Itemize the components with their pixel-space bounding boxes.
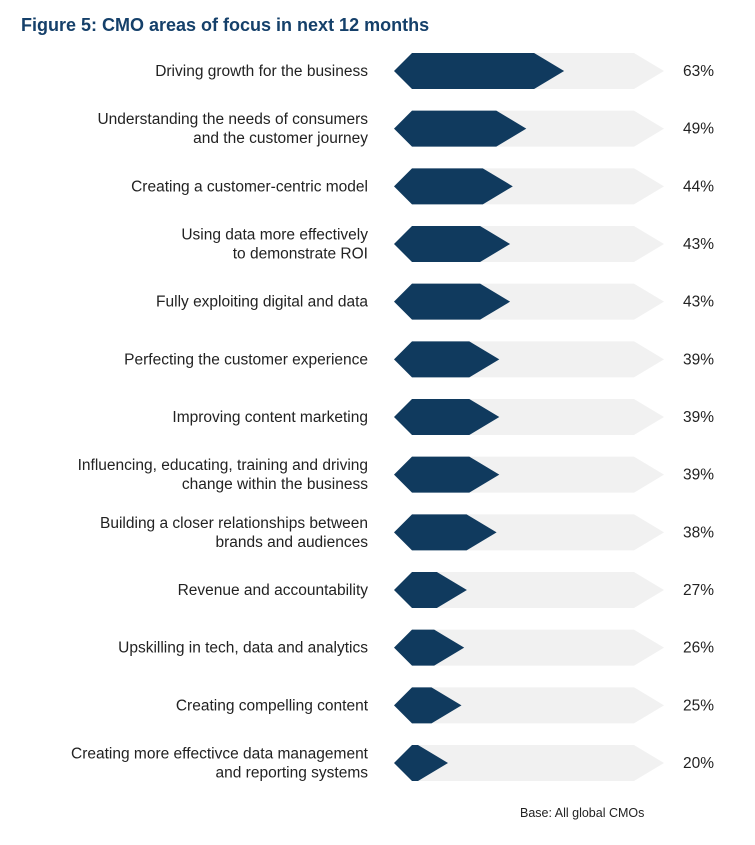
category-label: Improving content marketing (172, 409, 368, 426)
data-label: 25% (683, 697, 714, 714)
data-label: 39% (683, 351, 714, 368)
category-label-line: Driving growth for the business (155, 63, 368, 80)
category-label: Revenue and accountability (178, 582, 369, 599)
category-label: Creating compelling content (176, 697, 369, 714)
bar-track (394, 687, 664, 724)
category-label: Driving growth for the business (155, 63, 368, 80)
bar (394, 110, 527, 147)
bar (394, 745, 448, 781)
bar (394, 53, 565, 89)
data-label: 63% (683, 63, 714, 80)
category-label: Upskilling in tech, data and analytics (118, 640, 368, 657)
category-label-line: Revenue and accountability (178, 582, 369, 599)
data-label: 44% (683, 178, 714, 195)
category-label-line: to demonstrate ROI (233, 246, 368, 263)
category-label-line: Fully exploiting digital and data (156, 294, 368, 311)
category-label-line: and the customer journey (193, 130, 368, 147)
category-label-line: and reporting systems (216, 765, 369, 782)
data-label: 27% (683, 582, 714, 599)
data-label: 43% (683, 236, 714, 253)
data-label: 38% (683, 524, 714, 541)
category-label-line: Upskilling in tech, data and analytics (118, 640, 368, 657)
bar-track (394, 745, 664, 781)
bar (394, 283, 511, 320)
category-label-line: Building a closer relationships between (100, 515, 368, 532)
bar (394, 168, 513, 205)
bar-track (394, 629, 664, 666)
chart-title: Figure 5: CMO areas of focus in next 12 … (21, 15, 430, 35)
category-label: Creating more effectivce data management… (71, 746, 369, 782)
bar (394, 514, 497, 551)
category-label-line: change within the business (182, 476, 368, 493)
category-label: Building a closer relationships between b… (100, 515, 368, 551)
category-label-line: Understanding the needs of consumers (97, 111, 368, 128)
category-label-line: Creating more effectivce data management (71, 746, 369, 763)
category-label: Perfecting the customer experience (124, 351, 368, 368)
category-label-line: brands and audiences (215, 534, 368, 551)
category-label: Fully exploiting digital and data (156, 294, 368, 311)
bar (394, 629, 465, 666)
category-label: Creating a customer-centric model (131, 178, 368, 195)
category-label-line: Influencing, educating, training and dri… (78, 457, 368, 474)
bar (394, 226, 511, 262)
bar (394, 341, 500, 378)
category-label-line: Improving content marketing (172, 409, 368, 426)
footnote: Base: All global CMOs (520, 806, 645, 820)
bar-track (394, 572, 664, 608)
bar (394, 399, 500, 435)
category-label: Influencing, educating, training and dri… (78, 457, 369, 493)
data-label: 49% (683, 121, 714, 138)
category-label-line: Using data more effectively (181, 227, 368, 244)
bar (394, 456, 500, 493)
data-label: 26% (683, 640, 714, 657)
category-label-line: Perfecting the customer experience (124, 351, 368, 368)
data-label: 39% (683, 409, 714, 426)
category-label: Using data more effectively to demonstrat… (181, 227, 368, 263)
data-label: 43% (683, 294, 714, 311)
bar (394, 687, 462, 724)
bar (394, 572, 467, 608)
data-label: 20% (683, 755, 714, 772)
category-label-line: Creating compelling content (176, 697, 369, 714)
category-label-line: Creating a customer-centric model (131, 178, 368, 195)
data-label: 39% (683, 467, 714, 484)
category-label: Understanding the needs of consumers and … (97, 111, 368, 147)
